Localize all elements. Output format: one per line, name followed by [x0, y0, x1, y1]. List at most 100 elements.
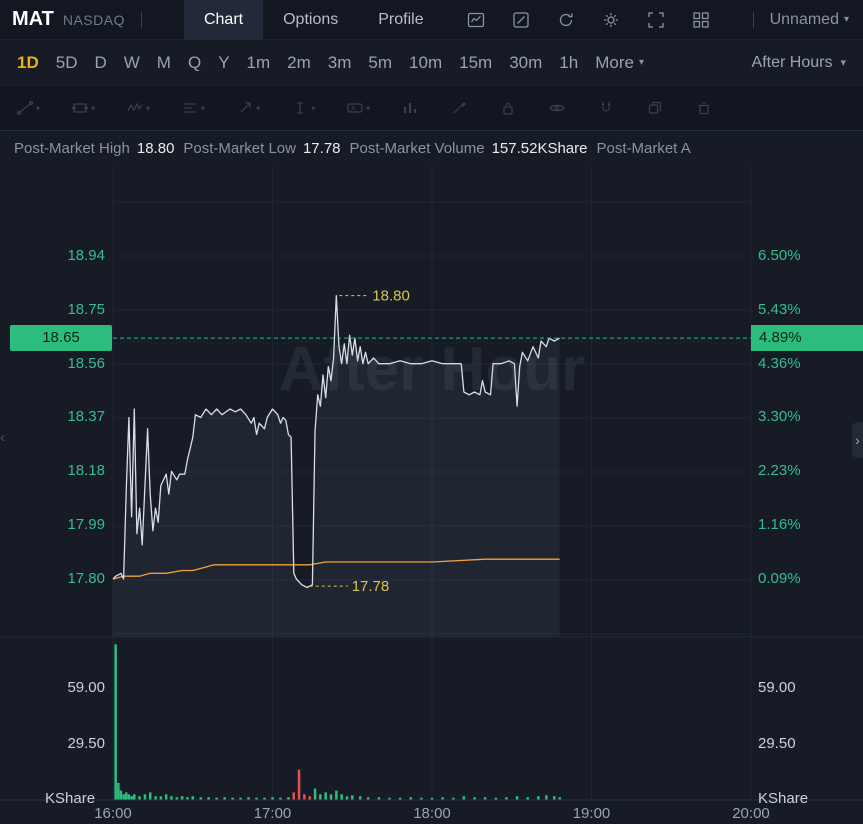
- percent-tick-label: 5.43%: [758, 300, 801, 318]
- volume-bar: [239, 797, 242, 800]
- timeframe-d[interactable]: D: [94, 52, 107, 72]
- trend-line-icon[interactable]: ▾: [16, 99, 40, 117]
- volume-bar: [441, 797, 444, 800]
- volume-bar: [329, 794, 333, 800]
- timeframe-15m[interactable]: 15m: [459, 52, 493, 72]
- volume-bar: [366, 797, 370, 800]
- percent-tick-label: 2.23%: [758, 462, 801, 480]
- note-label-icon[interactable]: A ▾: [346, 99, 370, 117]
- price-levels-icon[interactable]: ▾: [181, 99, 205, 117]
- chart-window-icon[interactable]: [466, 10, 486, 30]
- volume-bar: [351, 795, 354, 800]
- timeframe-q[interactable]: Q: [187, 52, 202, 72]
- collapse-left-icon[interactable]: ‹: [0, 429, 5, 446]
- timeframe-w[interactable]: W: [123, 52, 140, 72]
- tab-profile[interactable]: Profile: [378, 10, 424, 28]
- timeframe-3m[interactable]: 3m: [327, 52, 352, 72]
- settings-icon[interactable]: [601, 10, 621, 30]
- volume-bar: [545, 795, 548, 800]
- volume-bar: [313, 788, 317, 800]
- timeframe-1m[interactable]: 1m: [246, 52, 271, 72]
- volume-tick-label: 29.50: [67, 735, 105, 752]
- lock-tool-icon[interactable]: [499, 99, 517, 117]
- chevron-down-icon: ▾: [311, 103, 316, 113]
- svg-text:A: A: [351, 106, 356, 113]
- volume-bar: [319, 794, 322, 800]
- arrow-tool-icon[interactable]: ▾: [236, 99, 260, 117]
- volume-bar: [452, 797, 455, 800]
- divider: [752, 11, 754, 28]
- timeframe-1d[interactable]: 1D: [17, 52, 39, 72]
- timeframe-more-button[interactable]: More ▾: [595, 53, 644, 73]
- brush-tool-icon[interactable]: [450, 99, 468, 117]
- volume-bar: [149, 792, 152, 800]
- volume-bar: [303, 794, 306, 800]
- layout-grid-icon[interactable]: [691, 10, 711, 30]
- volume-bar: [409, 797, 412, 800]
- info-label: Post-Market Volume: [349, 140, 485, 157]
- clone-tool-icon[interactable]: [646, 99, 664, 117]
- delete-tool-icon[interactable]: [695, 99, 713, 117]
- refresh-icon[interactable]: [556, 10, 576, 30]
- volume-bar: [143, 794, 147, 800]
- volume-bar: [324, 792, 327, 800]
- wave-pattern-icon[interactable]: ▾: [126, 99, 150, 117]
- tab-chart[interactable]: Chart: [183, 0, 264, 40]
- volume-bar: [247, 797, 250, 800]
- visibility-tool-icon[interactable]: [548, 99, 566, 117]
- magnet-tool-icon[interactable]: [597, 99, 615, 117]
- high-marker-label: 18.80: [372, 288, 410, 305]
- timeframe-10m[interactable]: 10m: [409, 52, 443, 72]
- collapse-right-handle[interactable]: ›: [852, 422, 863, 458]
- session-selector[interactable]: After Hours ▾: [752, 54, 846, 72]
- volume-bar: [462, 796, 466, 800]
- price-tick-label: 17.99: [67, 516, 105, 534]
- volume-bar: [505, 797, 508, 800]
- timeframe-m[interactable]: M: [156, 52, 171, 72]
- percent-tick-label: 0.09%: [758, 569, 801, 587]
- volume-bar: [345, 796, 349, 800]
- info-value: 18.80: [136, 140, 175, 157]
- volume-bar: [308, 796, 311, 800]
- volume-bar: [483, 797, 487, 800]
- volume-bar: [117, 782, 120, 800]
- volume-bar: [279, 797, 282, 800]
- timeframe-2m[interactable]: 2m: [287, 52, 311, 72]
- volume-bar: [558, 797, 561, 800]
- info-value: 157.52KShare: [491, 140, 588, 157]
- shape-rect-icon[interactable]: ▾: [71, 99, 95, 117]
- header-icon-bar: [466, 10, 711, 30]
- volume-bar: [359, 796, 362, 800]
- chevron-down-icon: ▾: [638, 57, 644, 68]
- timeframe-30m[interactable]: 30m: [509, 52, 543, 72]
- volume-bar: [473, 797, 476, 800]
- chart-pattern-icon[interactable]: [401, 99, 419, 117]
- post-market-info-bar: Post-Market High 18.80 Post-Market Low 17.7…: [0, 131, 863, 166]
- price-tick-label: 18.56: [67, 354, 105, 372]
- text-tool-icon[interactable]: ▾: [291, 99, 315, 117]
- chevron-down-icon: ▾: [256, 103, 261, 113]
- volume-bar: [377, 797, 381, 800]
- volume-bar: [130, 796, 133, 800]
- volume-bar: [170, 796, 173, 800]
- price-tick-label: 17.80: [67, 569, 105, 587]
- timeframe-5m[interactable]: 5m: [368, 52, 393, 72]
- timeframe-1h[interactable]: 1h: [559, 52, 579, 72]
- chevron-down-icon: ▾: [843, 14, 849, 25]
- fullscreen-icon[interactable]: [646, 10, 666, 30]
- tab-options[interactable]: Options: [283, 10, 339, 28]
- price-tick-label: 18.94: [67, 247, 105, 264]
- timeframe-y[interactable]: Y: [218, 52, 230, 72]
- timeframe-more-label: More: [595, 52, 634, 72]
- volume-bar: [223, 797, 226, 800]
- volume-bar: [125, 792, 128, 800]
- volume-bar: [119, 790, 123, 800]
- annotate-icon[interactable]: [511, 10, 531, 30]
- price-volume-chart[interactable]: 18.80 17.78: [0, 166, 863, 824]
- chevron-down-icon: ▾: [36, 103, 41, 113]
- workspace-selector[interactable]: Unnamed ▾: [737, 11, 863, 29]
- drawing-toolbar: ▾ ▾ ▾ ▾ ▾ ▾ A ▾: [0, 85, 863, 131]
- timeframe-5d[interactable]: 5D: [55, 52, 78, 72]
